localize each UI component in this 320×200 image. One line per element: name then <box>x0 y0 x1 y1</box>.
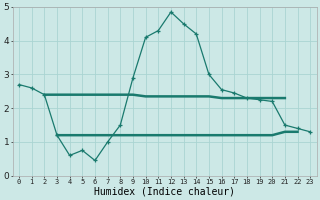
X-axis label: Humidex (Indice chaleur): Humidex (Indice chaleur) <box>94 187 235 197</box>
